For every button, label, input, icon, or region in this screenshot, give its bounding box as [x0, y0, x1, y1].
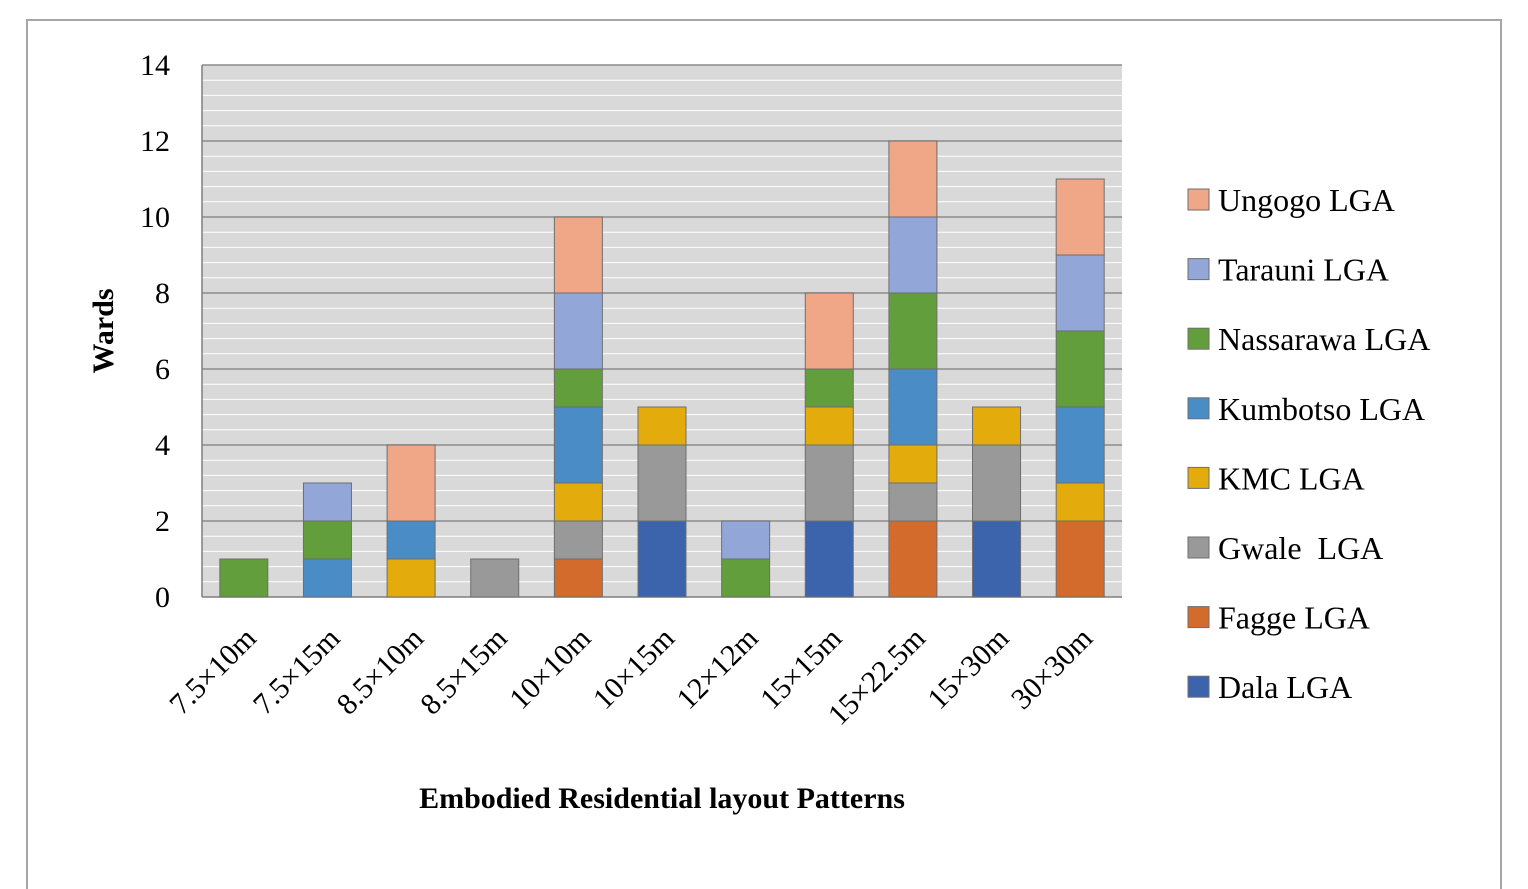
bar-segment — [553, 406, 603, 484]
bar-segment — [553, 558, 603, 598]
bar-segment — [637, 520, 687, 598]
bar-segment — [888, 216, 938, 294]
bar-segment — [804, 444, 854, 522]
x-tick-label: 7.5×15m — [247, 622, 347, 722]
x-tick-label: 10×10m — [503, 622, 597, 716]
y-tick-label: 14 — [140, 49, 170, 82]
bar-segment — [1055, 178, 1105, 256]
x-tick-label: 8.5×10m — [331, 622, 431, 722]
legend-label: KMC LGA — [1218, 460, 1365, 496]
x-tick-label: 15×30m — [921, 622, 1015, 716]
y-tick-labels: 0 2 4 6 8 10 12 14 — [140, 49, 170, 614]
legend-label: Tarauni LGA — [1218, 252, 1389, 288]
x-tick-label: 10×15m — [587, 622, 681, 716]
x-axis-title: Embodied Residential layout Patterns — [419, 782, 905, 815]
bar-segment — [302, 520, 352, 560]
x-tick-label: 12×12m — [670, 622, 764, 716]
y-tick-label: 12 — [140, 125, 170, 158]
bar-segment — [972, 406, 1022, 446]
y-axis-title: Wards — [87, 288, 120, 373]
bar-segment — [804, 368, 854, 408]
y-tick-label: 0 — [155, 581, 170, 614]
bar-segment — [1055, 482, 1105, 522]
bar-segment — [470, 558, 520, 598]
x-tick-label: 30×30m — [1005, 622, 1099, 716]
y-tick-label: 6 — [155, 353, 170, 386]
legend-label: Fagge LGA — [1218, 600, 1370, 636]
bar-segment — [972, 520, 1022, 598]
bar-segment — [888, 292, 938, 370]
stacked-bar-chart: 0 2 4 6 8 10 12 14 7.5×10m7.5×15m8.5×10m8.5×15m… — [87, 49, 1430, 815]
bar-segment — [553, 292, 603, 370]
bar-segment — [888, 140, 938, 218]
legend-swatch — [1187, 327, 1210, 350]
bar-segment — [888, 444, 938, 484]
legend-swatch — [1187, 536, 1210, 559]
bar-segment — [888, 520, 938, 598]
y-tick-label: 10 — [140, 201, 170, 234]
bar-segment — [386, 558, 436, 598]
bar-segment — [721, 558, 771, 598]
bar-segment — [553, 368, 603, 408]
legend-label: Nassarawa LGA — [1218, 321, 1430, 357]
bar-segment — [1055, 254, 1105, 332]
bar-segment — [302, 558, 352, 598]
chart-frame — [26, 19, 1502, 889]
bar-segment — [888, 368, 938, 446]
bar-segment — [386, 444, 436, 522]
bar-segment — [219, 558, 269, 598]
y-tick-label: 4 — [155, 429, 170, 462]
bar-segment — [804, 520, 854, 598]
bar-segment — [888, 482, 938, 522]
bar-segment — [637, 406, 687, 446]
bar-segment — [302, 482, 352, 522]
x-tick-labels: 7.5×10m7.5×15m8.5×10m8.5×15m10×10m10×15m… — [163, 622, 1099, 732]
bar-segment — [637, 444, 687, 522]
legend: Ungogo LGA Tarauni LGA Nassarawa LGA Kumbot… — [1187, 182, 1430, 705]
bar-segment — [1055, 520, 1105, 598]
bar-segment — [553, 482, 603, 522]
legend-swatch — [1187, 606, 1210, 629]
bar-segment — [386, 520, 436, 560]
legend-label: Kumbotso LGA — [1218, 391, 1425, 427]
legend-swatch — [1187, 675, 1210, 698]
bar-segment — [972, 444, 1022, 522]
legend-swatch — [1187, 188, 1210, 211]
y-tick-label: 2 — [155, 505, 170, 538]
bar-segment — [804, 292, 854, 370]
bar-segment — [1055, 406, 1105, 484]
legend-label: Gwale LGA — [1218, 530, 1383, 566]
legend-label: Dala LGA — [1218, 669, 1352, 705]
bars — [219, 140, 1105, 598]
legend-swatch — [1187, 397, 1210, 420]
x-tick-label: 7.5×10m — [163, 622, 263, 722]
bar-segment — [553, 216, 603, 294]
y-tick-label: 8 — [155, 277, 170, 310]
legend-label: Ungogo LGA — [1218, 182, 1395, 218]
legend-swatch — [1187, 258, 1210, 281]
legend-swatch — [1187, 466, 1210, 489]
bar-segment — [721, 520, 771, 560]
bar-segment — [1055, 330, 1105, 408]
x-tick-label: 8.5×15m — [414, 622, 514, 722]
bar-segment — [804, 406, 854, 446]
bar-segment — [553, 520, 603, 560]
